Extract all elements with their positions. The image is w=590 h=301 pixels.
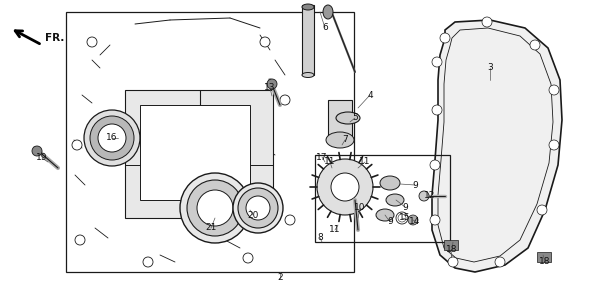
- Circle shape: [530, 40, 540, 50]
- Circle shape: [267, 79, 277, 89]
- Text: 5: 5: [352, 113, 358, 123]
- Text: 11: 11: [359, 157, 371, 166]
- Circle shape: [32, 146, 42, 156]
- Circle shape: [143, 257, 153, 267]
- Circle shape: [90, 116, 134, 160]
- Ellipse shape: [380, 176, 400, 190]
- Circle shape: [180, 173, 250, 243]
- Text: 16: 16: [106, 134, 118, 142]
- Text: 3: 3: [487, 64, 493, 73]
- Circle shape: [72, 140, 82, 150]
- Text: 9: 9: [387, 218, 393, 226]
- Circle shape: [197, 190, 233, 226]
- Circle shape: [246, 196, 270, 220]
- Bar: [315, 155, 450, 242]
- Text: 9: 9: [402, 203, 408, 212]
- Bar: [302, 5, 314, 75]
- Text: 13: 13: [264, 83, 276, 92]
- Bar: [537, 252, 551, 262]
- Text: 8: 8: [317, 234, 323, 243]
- Ellipse shape: [302, 73, 314, 77]
- Circle shape: [75, 235, 85, 245]
- Text: 11: 11: [324, 157, 336, 166]
- Circle shape: [317, 159, 373, 215]
- Text: 14: 14: [409, 216, 421, 225]
- Polygon shape: [432, 20, 562, 272]
- Text: 18: 18: [446, 246, 458, 255]
- Circle shape: [537, 205, 547, 215]
- Circle shape: [430, 215, 440, 225]
- Ellipse shape: [323, 5, 333, 19]
- Text: 2: 2: [277, 274, 283, 283]
- Bar: [444, 240, 458, 250]
- Circle shape: [495, 257, 505, 267]
- Ellipse shape: [386, 194, 404, 206]
- Circle shape: [285, 215, 295, 225]
- Circle shape: [432, 105, 442, 115]
- Circle shape: [238, 188, 278, 228]
- Circle shape: [408, 215, 418, 225]
- Circle shape: [430, 160, 440, 170]
- Text: 11: 11: [329, 225, 341, 234]
- Circle shape: [549, 85, 559, 95]
- Bar: [328, 100, 352, 140]
- Text: 10: 10: [354, 203, 366, 213]
- Polygon shape: [70, 14, 325, 270]
- Ellipse shape: [336, 112, 360, 124]
- Circle shape: [396, 212, 408, 224]
- Circle shape: [98, 124, 126, 152]
- Circle shape: [260, 37, 270, 47]
- Text: 20: 20: [247, 210, 258, 219]
- Ellipse shape: [376, 209, 394, 221]
- Circle shape: [87, 37, 97, 47]
- Bar: [66, 12, 354, 272]
- Ellipse shape: [326, 132, 354, 148]
- Text: 9: 9: [412, 181, 418, 190]
- Circle shape: [280, 95, 290, 105]
- Text: 12: 12: [424, 191, 435, 200]
- Circle shape: [549, 140, 559, 150]
- Circle shape: [440, 33, 450, 43]
- Circle shape: [243, 253, 253, 263]
- Circle shape: [419, 191, 429, 201]
- Text: 4: 4: [367, 91, 373, 100]
- Text: 18: 18: [539, 257, 550, 266]
- Text: 15: 15: [399, 213, 411, 222]
- Bar: [140, 105, 250, 200]
- Ellipse shape: [302, 4, 314, 10]
- Circle shape: [84, 110, 140, 166]
- Text: FR.: FR.: [45, 33, 64, 43]
- Text: 17: 17: [316, 153, 328, 162]
- Text: 21: 21: [205, 224, 217, 232]
- Circle shape: [482, 17, 492, 27]
- Text: 19: 19: [36, 154, 48, 163]
- Circle shape: [432, 57, 442, 67]
- Text: 6: 6: [322, 23, 328, 33]
- Circle shape: [233, 183, 283, 233]
- Circle shape: [331, 173, 359, 201]
- Circle shape: [448, 257, 458, 267]
- Bar: [125, 90, 273, 218]
- Text: 7: 7: [342, 135, 348, 144]
- Circle shape: [187, 180, 243, 236]
